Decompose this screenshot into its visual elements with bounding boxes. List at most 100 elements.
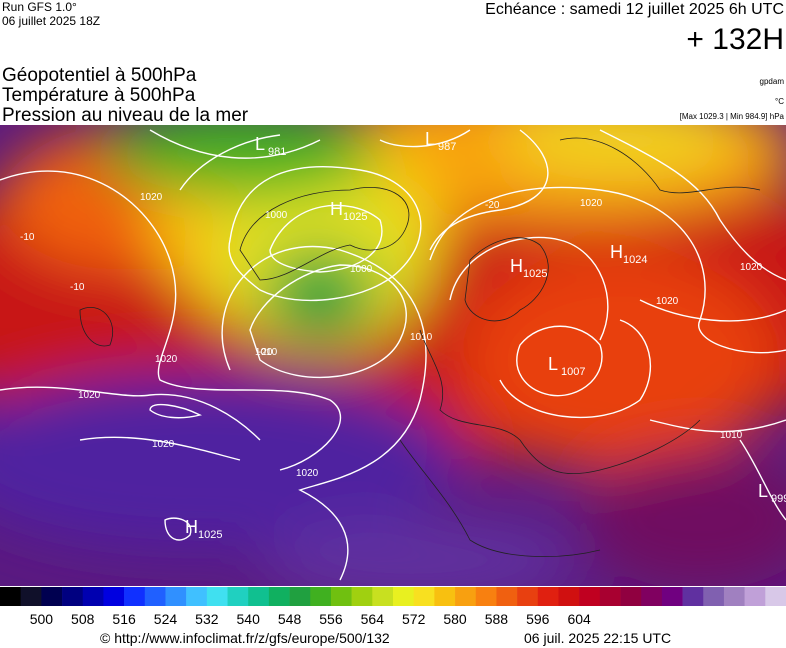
colorbar-tick-label: 604 — [567, 611, 591, 627]
colorbar-swatch — [103, 587, 125, 606]
contour-label: 1020 — [78, 390, 101, 401]
center-value: 981 — [268, 146, 286, 158]
colorbar-swatch — [765, 587, 786, 606]
contour-label: 1000 — [265, 210, 288, 221]
colorbar-tick-label: 556 — [319, 611, 343, 627]
colorbar-tick-label: 580 — [443, 611, 467, 627]
colorbar-tick-label: 548 — [278, 611, 302, 627]
center-value: 1007 — [561, 366, 585, 378]
coastlines — [79, 137, 761, 557]
colorbar-swatch — [62, 587, 84, 606]
colorbar-swatch — [20, 587, 42, 606]
center-value: 999 — [771, 493, 786, 505]
colorbar-swatch — [372, 587, 394, 606]
center-value: 987 — [438, 141, 456, 153]
colorbar-swatch — [641, 587, 663, 606]
center-letter: H — [330, 199, 343, 219]
center-value: 1025 — [343, 211, 367, 223]
colorbar-swatch — [82, 587, 104, 606]
generated-time: 06 juil. 2025 22:15 UTC — [524, 630, 671, 646]
center-letter: H — [510, 256, 523, 276]
center-value: 1025 — [198, 529, 222, 541]
colorbar-swatch — [682, 587, 704, 606]
colorbar-swatch — [144, 587, 166, 606]
contour-label: 1010 — [410, 332, 433, 343]
center-letter: L — [255, 134, 265, 154]
colorbar-swatch — [517, 587, 539, 606]
contour-label: 1020 — [140, 192, 163, 203]
colorbar-swatch — [599, 587, 621, 606]
contour-label: 1020 — [740, 262, 763, 273]
colorbar-swatch — [289, 587, 311, 606]
colorbar-swatch — [537, 587, 559, 606]
colorbar-swatch — [744, 587, 766, 606]
isobars — [0, 129, 786, 581]
colorbar-swatch — [661, 587, 683, 606]
colorbar-swatch — [41, 587, 63, 606]
source: © http://www.infoclimat.fr/z/gfs/europe/… — [100, 630, 390, 646]
colorbar-swatch — [620, 587, 642, 606]
colorbar-tick-label: 524 — [154, 611, 178, 627]
pressure-center: H 1025 — [330, 199, 367, 223]
colorbar-tick-label: 516 — [112, 611, 136, 627]
center-letter: L — [425, 129, 435, 149]
contour-label: -20 — [258, 347, 273, 358]
colorbar-swatch — [558, 587, 580, 606]
contour-label: -10 — [20, 232, 35, 243]
pressure-range: [Max 1029.3 | Min 984.9] hPa — [680, 112, 785, 121]
colorbar-swatch — [723, 587, 745, 606]
contour-label: 1020 — [580, 198, 603, 209]
pressure-center: L 987 — [425, 129, 456, 153]
contour-label: 1010 — [255, 347, 278, 358]
valid-time: Echéance : samedi 12 juillet 2025 6h UTC — [485, 1, 784, 18]
colorbar-swatch — [227, 587, 249, 606]
pressure-center: H 1024 — [610, 242, 647, 266]
pressure-center: L 981 — [255, 134, 286, 158]
colorbar-swatch — [351, 587, 373, 606]
field-name: Pression au niveau de la mer — [2, 105, 249, 126]
map-field — [0, 125, 786, 586]
pressure-center: L 1007 — [548, 354, 585, 378]
center-letter: H — [610, 242, 623, 262]
colorbar-swatch — [0, 587, 21, 606]
field-name: Température à 500hPa — [2, 85, 196, 106]
colorbar-swatch — [455, 587, 477, 606]
contour-label: 1020 — [296, 468, 319, 479]
colorbar-tick-label: 508 — [71, 611, 95, 627]
colorbar-swatch — [248, 587, 270, 606]
colorbar-swatch — [475, 587, 497, 606]
unit-label: °C — [775, 97, 784, 106]
colorbar-tick-label: 540 — [237, 611, 261, 627]
colorbar-swatch — [124, 587, 146, 606]
colorbar-tick-label: 596 — [526, 611, 550, 627]
colorbar-tick-label: 532 — [195, 611, 219, 627]
lead-time: + 132H — [686, 23, 784, 56]
colorbar-swatch — [268, 587, 290, 606]
pressure-center: H 1025 — [185, 517, 222, 541]
run-label: Run GFS 1.0° — [2, 0, 77, 14]
run-date: 06 juillet 2025 18Z — [2, 14, 100, 28]
colorbar-swatch — [579, 587, 601, 606]
field-name: Géopotentiel à 500hPa — [2, 65, 197, 86]
contour-label: 1020 — [152, 439, 175, 450]
center-letter: H — [185, 517, 198, 537]
contour-label: -10 — [70, 282, 85, 293]
colorbar-swatch — [206, 587, 228, 606]
colorbar-swatch — [393, 587, 414, 606]
colorbar-swatch — [186, 587, 208, 606]
colorbar-swatch — [496, 587, 518, 606]
colorbar-tick-label: 588 — [485, 611, 509, 627]
center-value: 1025 — [523, 268, 547, 280]
colorbar-swatch — [165, 587, 187, 606]
center-value: 1024 — [623, 254, 647, 266]
contour-label: 1020 — [155, 354, 178, 365]
colorbar-swatch — [434, 587, 456, 606]
pressure-center: L999 — [758, 481, 786, 505]
colorbar-tick-label: 564 — [361, 611, 385, 627]
colorbar-swatch — [703, 587, 725, 606]
contour-label: 1000 — [350, 264, 373, 275]
center-letter: L — [548, 354, 558, 374]
